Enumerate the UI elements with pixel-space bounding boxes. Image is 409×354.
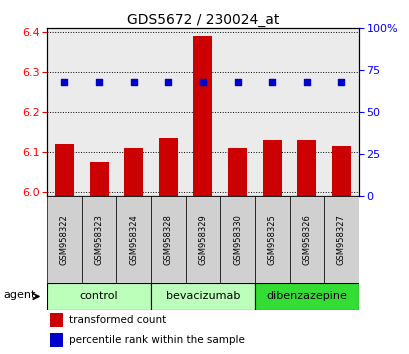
Bar — [227, 148, 247, 196]
Text: GSM958322: GSM958322 — [60, 215, 69, 265]
Bar — [47, 283, 151, 310]
Bar — [254, 283, 358, 310]
Bar — [47, 196, 81, 283]
Point — [130, 79, 137, 85]
Text: control: control — [80, 291, 118, 302]
Bar — [55, 144, 74, 196]
Bar — [262, 141, 281, 196]
Point — [234, 79, 240, 85]
Bar — [124, 148, 143, 196]
Bar — [81, 196, 116, 283]
Text: GSM958329: GSM958329 — [198, 215, 207, 265]
Point — [61, 79, 67, 85]
Bar — [220, 196, 254, 283]
Bar — [331, 147, 350, 196]
Point — [303, 79, 309, 85]
Text: transformed count: transformed count — [69, 315, 166, 325]
Bar — [289, 196, 324, 283]
Text: GSM958324: GSM958324 — [129, 215, 138, 265]
Bar — [254, 196, 289, 283]
Text: GSM958327: GSM958327 — [336, 215, 345, 265]
Bar — [185, 196, 220, 283]
Title: GDS5672 / 230024_at: GDS5672 / 230024_at — [126, 13, 279, 27]
Text: GSM958326: GSM958326 — [301, 215, 310, 265]
Text: GSM958330: GSM958330 — [232, 215, 241, 265]
Bar — [158, 138, 178, 196]
Point — [96, 79, 102, 85]
Bar — [324, 196, 358, 283]
Text: GSM958325: GSM958325 — [267, 215, 276, 265]
Bar — [89, 162, 108, 196]
Bar — [297, 141, 316, 196]
Bar — [50, 333, 63, 347]
Bar — [151, 283, 254, 310]
Text: bevacizumab: bevacizumab — [165, 291, 240, 302]
Text: GSM958323: GSM958323 — [94, 215, 103, 265]
Point — [199, 79, 206, 85]
Bar — [116, 196, 151, 283]
Bar — [193, 36, 212, 196]
Text: GSM958328: GSM958328 — [164, 215, 173, 265]
Text: agent: agent — [4, 290, 36, 300]
Point — [337, 79, 344, 85]
Bar — [50, 313, 63, 327]
Text: dibenzazepine: dibenzazepine — [266, 291, 346, 302]
Point — [165, 79, 171, 85]
Point — [268, 79, 275, 85]
Bar — [151, 196, 185, 283]
Text: percentile rank within the sample: percentile rank within the sample — [69, 335, 244, 345]
